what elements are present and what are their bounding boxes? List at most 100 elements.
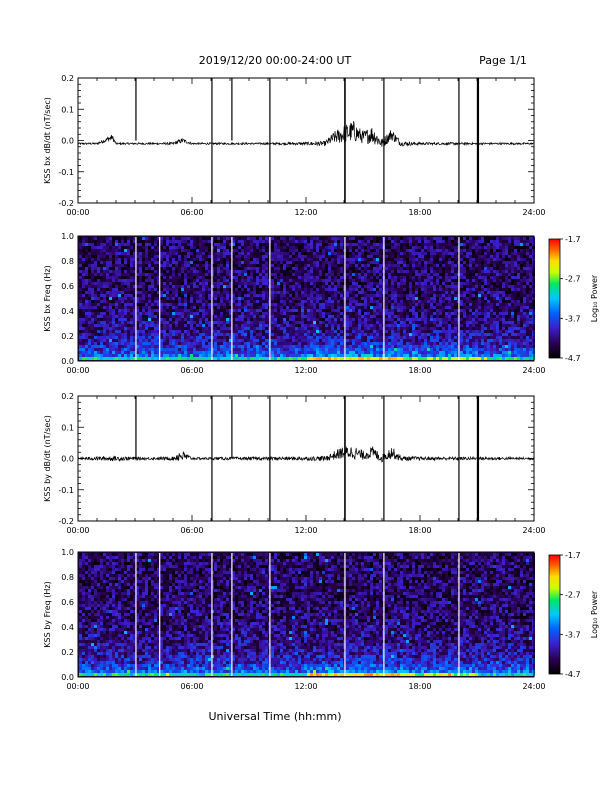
spectrogram-cell (118, 306, 121, 309)
spectrogram-cell (247, 237, 250, 240)
spectrogram-cell (424, 270, 427, 273)
spectrogram-cell (292, 339, 295, 342)
spectrogram-cell (424, 246, 427, 249)
spectrogram-cell (406, 357, 409, 360)
spectrogram-cell (355, 246, 358, 249)
spectrogram-cell (172, 276, 175, 279)
spectrogram-cell (229, 336, 232, 339)
spectrogram-cell (316, 336, 319, 339)
spectrogram-cell (421, 252, 424, 255)
spectrogram-cell (172, 357, 175, 360)
spectrogram-cell (406, 324, 409, 327)
spectrogram-cell (109, 246, 112, 249)
spectrogram-cell (217, 279, 220, 282)
spectrogram-cell (220, 258, 223, 261)
spectrogram-cell (166, 255, 169, 258)
spectrogram-cell (409, 252, 412, 255)
spectrogram-cell (229, 279, 232, 282)
spectrogram-cell (331, 342, 334, 345)
spectrogram-cell (412, 339, 415, 342)
spectrogram-cell (421, 294, 424, 297)
spectrogram-cell (262, 309, 265, 312)
spectrogram-cell (199, 279, 202, 282)
spectrogram-cell (223, 315, 226, 318)
spectrogram-cell (394, 249, 397, 252)
spectrogram-cell (121, 240, 124, 243)
spectrogram-cell (328, 327, 331, 330)
spectrogram-cell (148, 291, 151, 294)
spectrogram-cell (316, 240, 319, 243)
spectrogram-cell (205, 351, 208, 354)
spectrogram-cell (406, 348, 409, 351)
spectrogram-cell (313, 270, 316, 273)
spectrogram-cell (214, 306, 217, 309)
spectrogram-cell (340, 288, 343, 291)
spectrogram-cell (124, 285, 127, 288)
spectrogram-cell (298, 258, 301, 261)
spectrogram-cell (292, 243, 295, 246)
spectrogram-cell (94, 279, 97, 282)
spectrogram-cell (418, 237, 421, 240)
spectrogram-cell (187, 252, 190, 255)
spectrogram-cell (148, 249, 151, 252)
spectrogram-cell (355, 354, 358, 357)
spectrogram-cell (139, 339, 142, 342)
spectrogram-cell (232, 348, 235, 351)
spectrogram-cell (286, 354, 289, 357)
spectrogram-cell (403, 249, 406, 252)
spectrogram-cell (163, 276, 166, 279)
spectrogram-cell (115, 240, 118, 243)
spectrogram-cell (85, 348, 88, 351)
spectrogram-cell (406, 333, 409, 336)
spectrogram-cell (322, 327, 325, 330)
spectrogram-cell (409, 288, 412, 291)
spectrogram-cell (190, 246, 193, 249)
spectrogram-cell (400, 351, 403, 354)
spectrogram-cell (331, 333, 334, 336)
spectrogram-cell (262, 282, 265, 285)
spectrogram-cell (181, 237, 184, 240)
spectrogram-cell (394, 276, 397, 279)
spectrogram-cell (331, 237, 334, 240)
spectrogram-cell (235, 282, 238, 285)
spectrogram-cell (373, 324, 376, 327)
spectrogram-cell (163, 255, 166, 258)
spectrogram-cell (253, 321, 256, 324)
spectrogram-cell (298, 276, 301, 279)
spectrogram-cell (130, 264, 133, 267)
spectrogram-cell (280, 285, 283, 288)
spectrogram-cell (364, 288, 367, 291)
spectrogram-cell (139, 294, 142, 297)
spectrogram-cell (286, 285, 289, 288)
spectrogram-cell (193, 252, 196, 255)
spectrogram-cell (103, 261, 106, 264)
spectrogram-cell (172, 324, 175, 327)
spectrogram-cell (238, 300, 241, 303)
spectrogram-cell (319, 246, 322, 249)
spectrogram-cell (205, 270, 208, 273)
spectrogram-cell (133, 297, 136, 300)
spectrogram-cell (379, 339, 382, 342)
spectrogram-cell (295, 291, 298, 294)
spectrogram-cell (331, 327, 334, 330)
spectrogram-cell (424, 354, 427, 357)
spectrogram-cell (415, 270, 418, 273)
spectrogram-cell (181, 312, 184, 315)
spectrogram-cell (307, 306, 310, 309)
spectrogram-cell (169, 279, 172, 282)
spectrogram-cell (232, 354, 235, 357)
spectrogram-cell (97, 306, 100, 309)
spectrogram-cell (304, 303, 307, 306)
spectrogram-cell (370, 342, 373, 345)
spectrogram-cell (127, 315, 130, 318)
spectrogram-cell (283, 351, 286, 354)
spectrogram-cell (148, 342, 151, 345)
spectrogram-cell (235, 297, 238, 300)
spectrogram-cell (148, 243, 151, 246)
spectrogram-cell (412, 294, 415, 297)
spectrogram-cell (298, 339, 301, 342)
spectrogram-cell (175, 258, 178, 261)
spectrogram-cell (220, 276, 223, 279)
spectrogram-cell (274, 252, 277, 255)
spectrogram-cell (124, 273, 127, 276)
